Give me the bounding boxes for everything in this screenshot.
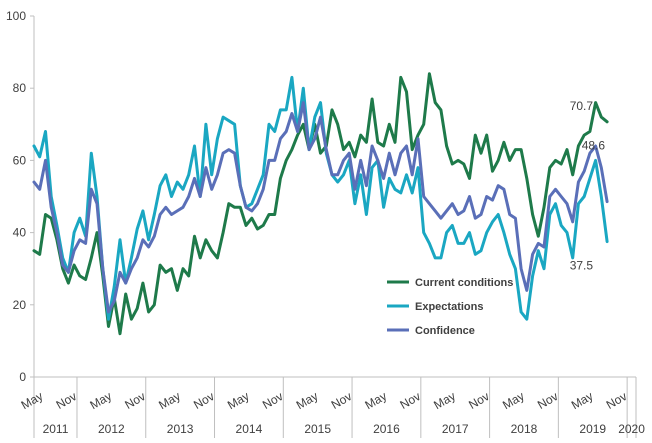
legend-label: Confidence [415,325,475,337]
x-tick-label: Nov [466,389,491,412]
x-year-label: 2018 [511,422,538,436]
x-tick-label: Nov [535,389,560,412]
legend: Current conditions Expectations Confidence [387,277,513,337]
y-tick-label: 0 [19,370,26,384]
end-value-label: 37.5 [570,259,594,273]
x-year-label: 2011 [43,422,69,436]
x-tick-label: Nov [604,389,629,412]
x-tick-label: May [431,389,458,412]
y-tick-label: 40 [13,226,27,240]
x-tick-label: Nov [54,389,79,412]
x-tick-label: Nov [397,389,422,412]
series-line-expectations [32,75,609,321]
end-value-labels: 70.7 48.6 37.5 [570,99,606,273]
x-tick-label: May [19,389,46,412]
x-year-label: 2017 [442,422,469,436]
x-tick-label: Nov [260,389,285,412]
x-year-label: 2013 [167,422,194,436]
y-tick-label: 60 [13,153,27,167]
x-tick-label: Nov [191,389,216,412]
x-tick-label: May [87,389,114,412]
x-tick-label: May [363,389,390,412]
legend-label: Current conditions [415,277,513,289]
x-year-label: 2012 [98,422,125,436]
x-tick-label: May [225,389,252,412]
series-line-confidence [32,101,609,314]
x-tick-label: Nov [122,389,147,412]
axes [30,15,637,438]
x-year-label: 2015 [304,422,331,436]
x-tick-label: May [569,389,596,412]
y-tick-label: 80 [13,81,27,95]
x-tick-label: May [500,389,527,412]
legend-label: Expectations [415,301,483,313]
x-year-label: 2016 [373,422,400,436]
x-year-label: 2019 [579,422,606,436]
end-value-label: 48.6 [582,139,606,153]
series-line-current-conditions [32,72,609,336]
x-year-label: 2014 [236,422,263,436]
x-tick-label: Nov [329,389,354,412]
y-tick-label: 20 [13,298,27,312]
x-tick-label: May [294,389,321,412]
end-value-label: 70.7 [570,99,594,113]
x-year-label: 2020 [618,422,645,436]
series-lines [32,72,609,336]
y-tick-label: 100 [6,9,26,23]
x-tick-label: May [156,389,183,412]
